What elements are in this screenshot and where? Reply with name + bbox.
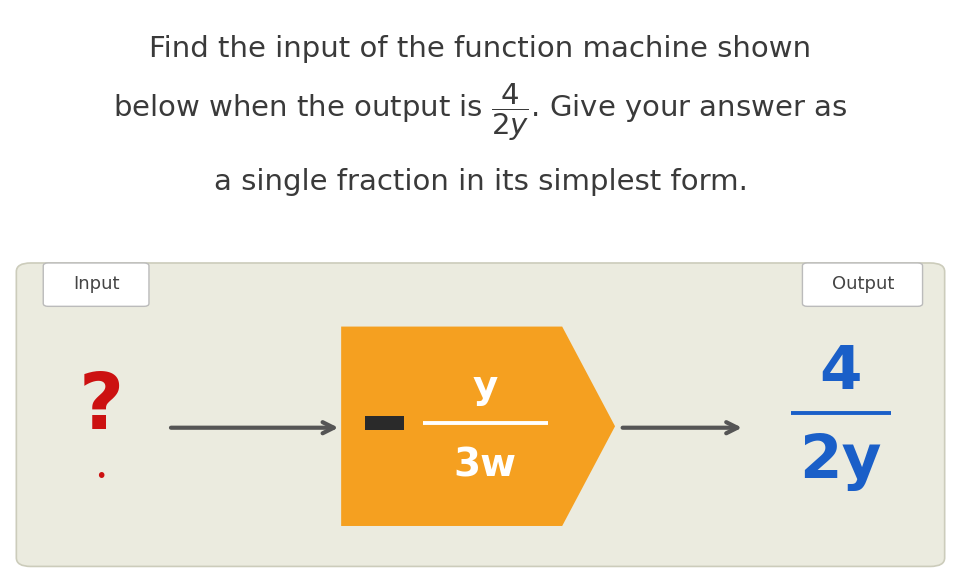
- FancyBboxPatch shape: [43, 263, 149, 306]
- Text: y: y: [473, 368, 498, 406]
- Text: below when the output is $\dfrac{4}{2y}$. Give your answer as: below when the output is $\dfrac{4}{2y}$…: [113, 82, 848, 143]
- Text: 4: 4: [820, 343, 862, 402]
- Text: ?: ?: [79, 369, 123, 446]
- Text: Output: Output: [832, 275, 894, 294]
- FancyBboxPatch shape: [16, 263, 945, 566]
- Text: Input: Input: [73, 275, 119, 294]
- Text: 2y: 2y: [800, 432, 882, 491]
- FancyBboxPatch shape: [802, 263, 923, 306]
- Text: Find the input of the function machine shown: Find the input of the function machine s…: [150, 35, 811, 63]
- FancyBboxPatch shape: [365, 416, 404, 430]
- Text: 3w: 3w: [454, 446, 517, 484]
- Text: a single fraction in its simplest form.: a single fraction in its simplest form.: [213, 168, 748, 196]
- Polygon shape: [341, 327, 615, 526]
- Text: •: •: [95, 468, 107, 486]
